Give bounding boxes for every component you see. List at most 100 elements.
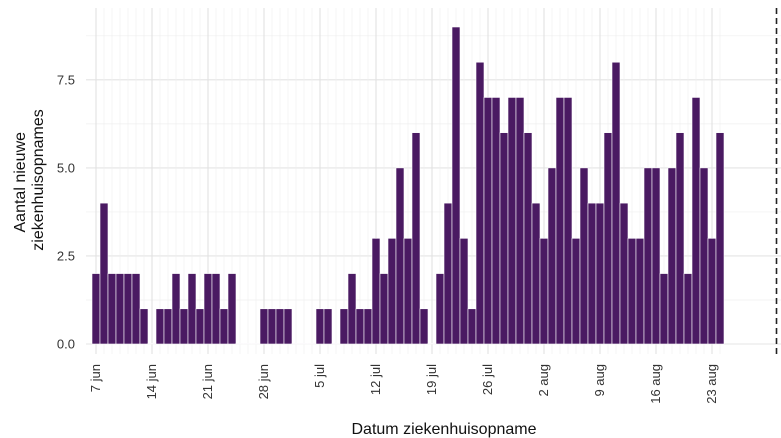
bar: 28 jul: 6 [499,132,509,345]
bar: 13 jun: 1 [139,308,149,345]
bar: 31 jul: 6 [523,132,533,345]
bar: 6 jul: 1 [323,308,333,345]
bar: 30 jul: 7 [515,97,525,345]
y-tick-label: 0.0 [57,337,75,352]
bar: 10 aug: 6 [603,132,613,345]
bar: 24 jul: 1 [467,308,477,345]
y-axis-title-line-1: Aantal nieuwe [12,132,29,233]
x-tick-label: 26 jul [480,364,495,395]
bar: 8 jun: 4 [99,202,109,345]
bar: 1 aug: 4 [531,202,541,345]
bar: 26 jul: 7 [483,97,493,345]
bar: 9 jun: 2 [107,273,117,345]
bar: 15 jun: 1 [155,308,165,345]
bar: 28 jun: 1 [259,308,269,345]
bar: 21 jun: 2 [203,273,213,345]
x-tick-label: 23 aug [704,364,719,404]
bar: 20 jun: 1 [195,308,205,345]
bar: 11 aug: 8 [611,61,621,345]
bar: 17 jun: 2 [171,273,181,345]
bar: 8 jul: 1 [339,308,349,345]
x-tick-label: 7 jun [88,364,103,392]
bar: 8 aug: 4 [587,202,597,345]
bar: 3 aug: 5 [547,167,557,345]
bar: 25 jun: 0 [235,343,245,345]
bar: 7 jul: 0 [331,343,341,345]
bar: 1 jul: 1 [283,308,293,345]
bar: 3 jul: 0 [299,343,309,345]
bar: 10 jun: 2 [115,273,125,345]
y-axis-title-line-2: ziekenhuisopnames [30,109,47,250]
bar: 12 aug: 4 [619,202,629,345]
x-tick-label: 9 aug [592,364,607,397]
bar: 23 jul: 3 [459,238,469,345]
bar: 13 jul: 2 [379,273,389,345]
bar: 18 jun: 1 [179,308,189,345]
bar: 20 aug: 2 [683,273,693,345]
bar: 2 aug: 3 [539,238,549,345]
bar: 18 aug: 5 [667,167,677,345]
y-tick-label: 2.5 [57,248,75,263]
bar: 19 jun: 2 [187,273,197,345]
bar: 30 jun: 1 [275,308,285,345]
bar: 27 jul: 7 [491,97,501,345]
bar: 7 aug: 5 [579,167,589,345]
bars: 7 jun: 28 jun: 49 jun: 210 jun: 211 jun:… [91,26,725,345]
x-tick-label: 28 jun [256,364,271,399]
x-tick-label: 2 aug [536,364,551,397]
bar: 20 jul: 2 [435,273,445,345]
bar: 19 jul: 0 [427,343,437,345]
bar: 7 jun: 2 [91,273,101,345]
bar: 15 aug: 5 [643,167,653,345]
bar: 23 aug: 3 [707,238,717,345]
y-tick-label: 5.0 [57,160,75,175]
bar: 6 aug: 3 [571,238,581,345]
bar: 14 aug: 3 [635,238,645,345]
y-tick-labels: 0.0 2.5 5.0 7.5 [57,72,75,351]
bar: 17 aug: 2 [659,273,669,345]
x-tick-label: 5 jul [312,364,327,388]
bar: 5 jul: 1 [315,308,325,345]
bar: 13 aug: 3 [627,238,637,345]
bar: 15 jul: 5 [395,167,405,345]
bar: 23 jun: 1 [219,308,229,345]
bar: 17 jul: 6 [411,132,421,345]
bar: 5 aug: 7 [563,97,573,345]
bar: 9 jul: 2 [347,273,357,345]
bar: 22 jul: 9 [451,26,461,345]
bar: 14 jun: 0 [147,343,157,345]
bar: 12 jun: 2 [131,273,141,345]
bar: 19 aug: 6 [675,132,685,345]
bar: 22 aug: 5 [699,167,709,345]
x-tick-label: 19 jul [424,364,439,395]
bar: 10 jul: 1 [355,308,365,345]
y-tick-label: 7.5 [57,72,75,87]
x-tick-label: 21 jun [200,364,215,399]
bar: 16 aug: 5 [651,167,661,345]
bar: 14 jul: 3 [387,238,397,345]
x-tick-label: 16 aug [648,364,663,404]
bar: 4 jul: 0 [307,343,317,345]
bar: 26 jun: 0 [243,343,253,345]
bar: 24 jun: 2 [227,273,237,345]
bar: 9 aug: 4 [595,202,605,345]
bar: 18 jul: 1 [419,308,429,345]
bar: 12 jul: 3 [371,238,381,345]
bar: 16 jun: 1 [163,308,173,345]
y-axis-title: Aantal nieuwe ziekenhuisopnames [12,109,47,250]
bar: 21 jul: 4 [443,202,453,345]
x-tick-labels: 7 jun 14 jun 21 jun 28 jun 5 jul 12 jul 19 jul… [88,364,719,404]
bar: 24 aug: 6 [715,132,725,345]
bar: 22 jun: 2 [211,273,221,345]
bar: 29 jul: 7 [507,97,517,345]
bar: 11 jun: 2 [123,273,133,345]
bar: 11 jul: 1 [363,308,373,345]
bar: 2 jul: 0 [291,343,301,345]
x-axis-title: Datum ziekenhuisopname [352,421,537,438]
x-tick-label: 12 jul [368,364,383,395]
bar: 29 jun: 1 [267,308,277,345]
bar: 4 aug: 7 [555,97,565,345]
x-tick-label: 14 jun [144,364,159,399]
bar: 25 jul: 8 [475,61,485,345]
